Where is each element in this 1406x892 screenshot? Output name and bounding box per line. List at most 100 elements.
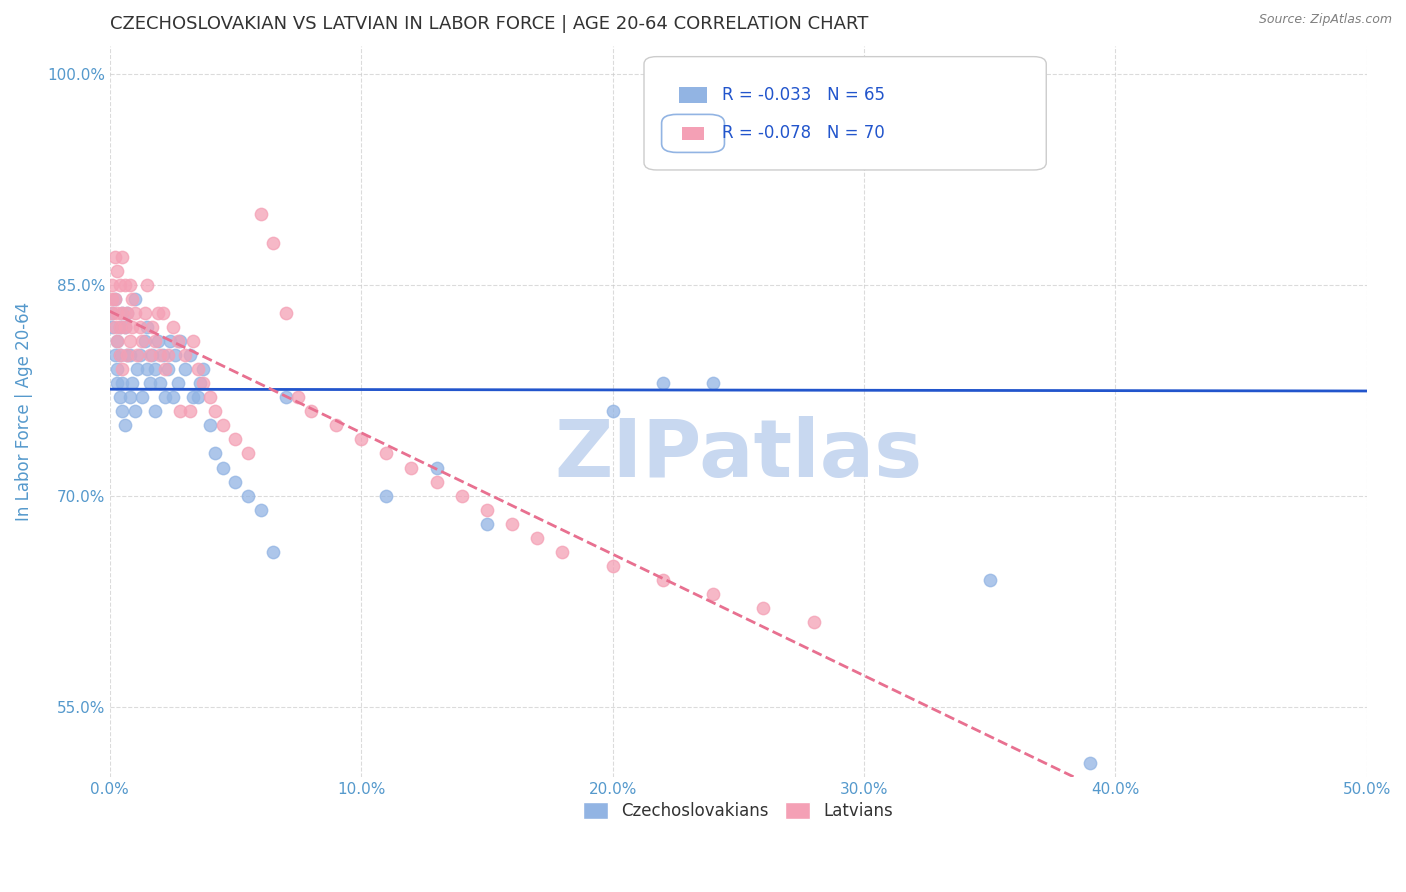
Point xyxy=(146,334,169,348)
Point xyxy=(426,475,449,489)
Point xyxy=(702,587,724,601)
Point xyxy=(204,404,226,418)
Point xyxy=(121,292,143,306)
Legend: Czechoslovakians, Latvians: Czechoslovakians, Latvians xyxy=(576,796,900,827)
Point xyxy=(114,418,136,433)
Point xyxy=(134,306,156,320)
FancyBboxPatch shape xyxy=(644,56,1046,170)
Point xyxy=(702,376,724,391)
Point xyxy=(475,516,498,531)
Point xyxy=(104,319,127,334)
Point xyxy=(108,348,131,362)
Point xyxy=(111,306,134,320)
Point xyxy=(262,235,284,250)
Point xyxy=(602,404,624,418)
Point xyxy=(121,376,143,391)
Point xyxy=(179,404,201,418)
Point xyxy=(104,250,127,264)
Point xyxy=(153,390,176,404)
Point xyxy=(124,292,146,306)
Point xyxy=(174,348,197,362)
Point xyxy=(117,348,139,362)
Text: ZIPatlas: ZIPatlas xyxy=(554,417,922,494)
Point xyxy=(165,348,187,362)
Point xyxy=(108,277,131,292)
Point xyxy=(127,362,149,376)
Point xyxy=(143,334,166,348)
Point xyxy=(153,362,176,376)
Point xyxy=(212,418,235,433)
Point xyxy=(401,460,423,475)
Point xyxy=(105,306,128,320)
Point xyxy=(274,390,297,404)
Point xyxy=(124,306,146,320)
Point xyxy=(262,545,284,559)
Point xyxy=(249,502,271,516)
Point xyxy=(111,362,134,376)
Point xyxy=(149,348,172,362)
Point xyxy=(162,319,184,334)
Point xyxy=(187,362,209,376)
Point xyxy=(426,460,449,475)
Point xyxy=(108,319,131,334)
Point xyxy=(108,348,131,362)
Point xyxy=(350,433,373,447)
Point xyxy=(475,502,498,516)
Point xyxy=(105,263,128,277)
Point xyxy=(152,306,174,320)
Point xyxy=(224,433,246,447)
Point xyxy=(139,376,162,391)
Point xyxy=(104,292,127,306)
FancyBboxPatch shape xyxy=(662,114,724,153)
Point xyxy=(204,446,226,460)
Point xyxy=(105,334,128,348)
Point xyxy=(129,319,152,334)
Point xyxy=(108,390,131,404)
Text: R = -0.033   N = 65: R = -0.033 N = 65 xyxy=(721,86,884,103)
Point xyxy=(143,404,166,418)
Point xyxy=(179,348,201,362)
Point xyxy=(450,489,472,503)
Point xyxy=(602,558,624,573)
Point xyxy=(191,362,214,376)
Point xyxy=(152,348,174,362)
Text: R = -0.078   N = 70: R = -0.078 N = 70 xyxy=(721,124,884,143)
Point xyxy=(236,446,259,460)
Point xyxy=(104,348,127,362)
Point xyxy=(101,306,124,320)
Point xyxy=(274,306,297,320)
Point xyxy=(104,292,127,306)
Point xyxy=(114,277,136,292)
Point xyxy=(124,404,146,418)
Point xyxy=(325,418,347,433)
Text: Source: ZipAtlas.com: Source: ZipAtlas.com xyxy=(1258,13,1392,27)
Point xyxy=(114,319,136,334)
Point xyxy=(149,376,172,391)
Point xyxy=(236,489,259,503)
Point xyxy=(156,362,179,376)
Point xyxy=(287,390,309,404)
Point xyxy=(375,446,398,460)
FancyBboxPatch shape xyxy=(682,127,704,140)
Point xyxy=(141,319,163,334)
Point xyxy=(118,348,141,362)
Point xyxy=(111,376,134,391)
Point xyxy=(136,319,159,334)
Point xyxy=(139,348,162,362)
Point xyxy=(111,404,134,418)
Point xyxy=(146,306,169,320)
Y-axis label: In Labor Force | Age 20-64: In Labor Force | Age 20-64 xyxy=(15,301,32,521)
Point xyxy=(101,277,124,292)
Point xyxy=(200,418,222,433)
Point xyxy=(101,306,124,320)
Point xyxy=(108,319,131,334)
Text: CZECHOSLOVAKIAN VS LATVIAN IN LABOR FORCE | AGE 20-64 CORRELATION CHART: CZECHOSLOVAKIAN VS LATVIAN IN LABOR FORC… xyxy=(110,15,868,33)
Point xyxy=(105,334,128,348)
Point xyxy=(803,615,825,630)
Point xyxy=(169,334,191,348)
Point xyxy=(188,376,211,391)
Point xyxy=(111,250,134,264)
Point xyxy=(101,319,124,334)
Point xyxy=(121,319,143,334)
Point xyxy=(174,362,197,376)
